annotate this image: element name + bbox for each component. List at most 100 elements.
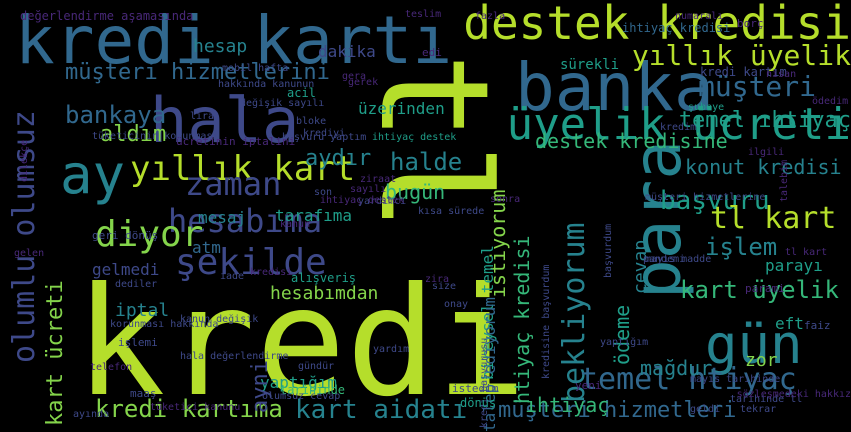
- word-temel-ıhtiyaç-21: temel ıhtiyaç: [678, 108, 851, 133]
- word-cevap-36: cevap: [630, 240, 651, 295]
- word-mesaj-51: mesaj: [198, 208, 247, 227]
- word-tarafıma-52: tarafıma: [275, 206, 353, 225]
- word-atm-54: atm: [192, 238, 221, 257]
- word-geri-dönüş-71: geri dönüş: [92, 229, 159, 242]
- word-değişik-sayılı-65: değişik sayılı: [240, 98, 325, 109]
- word-ıhtiyaç-45: ıhtiyaç: [525, 393, 610, 417]
- word-faiz-99: faiz: [804, 319, 831, 332]
- word-kart-ücreti-28: kart ücreti: [43, 280, 68, 426]
- word-bugün-43: bugün: [385, 180, 446, 204]
- word-destek-kredisine-22: destek kredisine: [535, 129, 728, 153]
- word-iptal-53: iptal: [115, 300, 170, 321]
- word-kısa-sürede-80: kısa sürede: [418, 206, 485, 217]
- word-konut-kredisi-23: konut kredisi: [685, 155, 842, 179]
- word-müşteri-20: müşteri: [698, 70, 817, 103]
- word-bankaya-39: bankaya: [65, 101, 167, 129]
- word-kredi-kartıma-29: kredi kartıma: [95, 395, 283, 423]
- word-tarihinde-75: tarihinde: [280, 383, 346, 397]
- word-yaptığım-46: yaptığım: [260, 373, 338, 392]
- word-yıllık-üyelik-19: yıllık üyelik: [631, 39, 851, 72]
- word-hala-değerlendirme-76: hala değerlendirme: [180, 351, 289, 362]
- word-kredisi-117: kredisi: [250, 267, 293, 278]
- word-kanun-129: kanun: [280, 219, 311, 230]
- word-pandemi-79: pandemi: [643, 254, 686, 265]
- word-ücretinin-iptalini-69: ücretinin iptalini: [176, 135, 296, 148]
- word-tl-kart-126: tl kart: [785, 247, 828, 258]
- word-şekilde-12: şekilde: [175, 242, 327, 283]
- word-zaman-13: zaman: [185, 165, 282, 203]
- word-iade-87: iade: [220, 271, 245, 282]
- word-dediler-86: dediler: [115, 279, 158, 290]
- word-müşteri-hizmetlerine-78: müşteri hizmetlerine: [645, 192, 766, 203]
- word-teslim-112: teslim: [405, 9, 442, 20]
- word-hesabıma-14: hesabıma: [168, 202, 323, 240]
- word-istedim-94: istedim: [452, 382, 499, 395]
- word-nisan-110: nisan: [766, 69, 797, 80]
- word-işlem-26: işlem: [705, 233, 778, 261]
- word-mağdur-38: mağdur: [640, 356, 713, 380]
- word-sözleşmedeki-hakkız-119: sözleşmedeki hakkız: [736, 389, 851, 400]
- word-gelmedi-55: gelmedi: [92, 260, 160, 279]
- word-dönüş-95: dönüş: [460, 396, 497, 410]
- word-tüketicinin-korunması-66: tüketicinin korunması: [92, 131, 219, 142]
- word-halde-42: halde: [390, 148, 463, 176]
- word-gündür-91: gündür: [298, 361, 335, 372]
- word-kredi-kartım-63: kredi kartım: [700, 65, 787, 79]
- word-hakkında-kanunun-64: hakkında kanunun: [218, 79, 315, 90]
- word-parami-123: parami: [745, 282, 785, 295]
- word-mayıs-madde-98: mayıs madde: [645, 254, 712, 265]
- word-olumsuz-cevap-92: olumsuz cevap: [262, 391, 341, 402]
- word-onay-88: onay: [444, 299, 469, 310]
- word-başvuru-yaptım-67: başvuru yaptım: [282, 132, 367, 143]
- word-ihtiyaç-kredisi-62: ihtiyaç kredisi: [622, 21, 731, 35]
- word-eft-58: eft: [775, 314, 804, 333]
- word-numaralı-124: numaralı: [675, 11, 724, 22]
- word-ziraat-133: ziraat: [360, 174, 397, 185]
- word-ihtiyaç-destek-68: ihtiyaç destek: [372, 132, 457, 143]
- word-ayında-93: ayında: [73, 409, 110, 420]
- word-başvurdum-81: başvurdum: [603, 224, 614, 279]
- word-diyor-15: diyor: [95, 214, 204, 255]
- word-değerlendirme-aşamasında-60: değerlendirme aşamasında: [20, 9, 194, 23]
- word-edi-115: edi: [422, 46, 442, 59]
- word-hala-6: hala: [150, 84, 300, 157]
- word-zira-131: zira: [425, 274, 450, 285]
- word-müşteri-hizmetlerini-18: müşteri hizmetlerini: [65, 60, 330, 85]
- word-kanun-değişik-73: kanun değişik: [180, 314, 259, 325]
- word-yardımcı-70: yardımcı: [358, 196, 407, 207]
- word-bloke-103: bloke: [296, 116, 327, 127]
- word-üyelik-ücreti-9: üyelik ücreti: [506, 99, 851, 150]
- word-destek-kredisi-3: destek kredisi: [463, 0, 851, 50]
- word-gerek-114: gerek: [348, 77, 379, 88]
- word-işlemi-90: işlemi: [118, 336, 158, 349]
- word-borç-109: borç: [737, 17, 764, 30]
- word-htiyaç-kredisi-32: htiyaç kredisi: [510, 235, 534, 404]
- word-kredi-kartı-2: kredi kartı: [15, 2, 453, 79]
- word-mayıs-tarihinde-96: mayıs tarihinde: [690, 374, 781, 385]
- word-fazla-113: fazla: [475, 11, 506, 22]
- word-krediyi-104: krediyi: [303, 128, 346, 139]
- word-kredim-85: kredim: [660, 122, 697, 133]
- word-parayı-57: parayı: [765, 256, 823, 275]
- word-aldım-40: aldım: [100, 122, 167, 147]
- word-kart-aidatı-30: kart aidatı: [295, 395, 468, 425]
- word-ihtiyaç-destek-127: ihtiyaç destek: [320, 195, 405, 206]
- word-kart-üyelik-27: kart üyelik: [680, 276, 839, 304]
- word-gün-11: gün: [705, 313, 803, 376]
- word-sayılı-128: sayılı: [350, 184, 387, 195]
- word-sonra-130: sonra: [490, 194, 521, 205]
- word-mobil-hafta-61: mobil hafta: [222, 63, 289, 74]
- word-hesabımdan-44: hesabımdan: [270, 283, 379, 304]
- word-ayni-56: ayni: [248, 360, 273, 413]
- word-tekrar-101: tekrar: [740, 404, 777, 415]
- word-aydır-41: aydır: [305, 146, 372, 171]
- word-temel-htiyaç-17: temel htiyaç: [580, 362, 797, 397]
- word-gera-116: gera: [342, 71, 367, 82]
- word-talebim-134: talebim: [779, 160, 790, 203]
- word-sürekli-50: sürekli: [560, 57, 620, 73]
- word-kredi-0: kredi: [75, 256, 527, 430]
- word-gelen-118: gelen: [14, 248, 45, 259]
- word-hesap-47: hesap: [193, 36, 248, 57]
- word-yardım-108: yardım: [373, 344, 410, 355]
